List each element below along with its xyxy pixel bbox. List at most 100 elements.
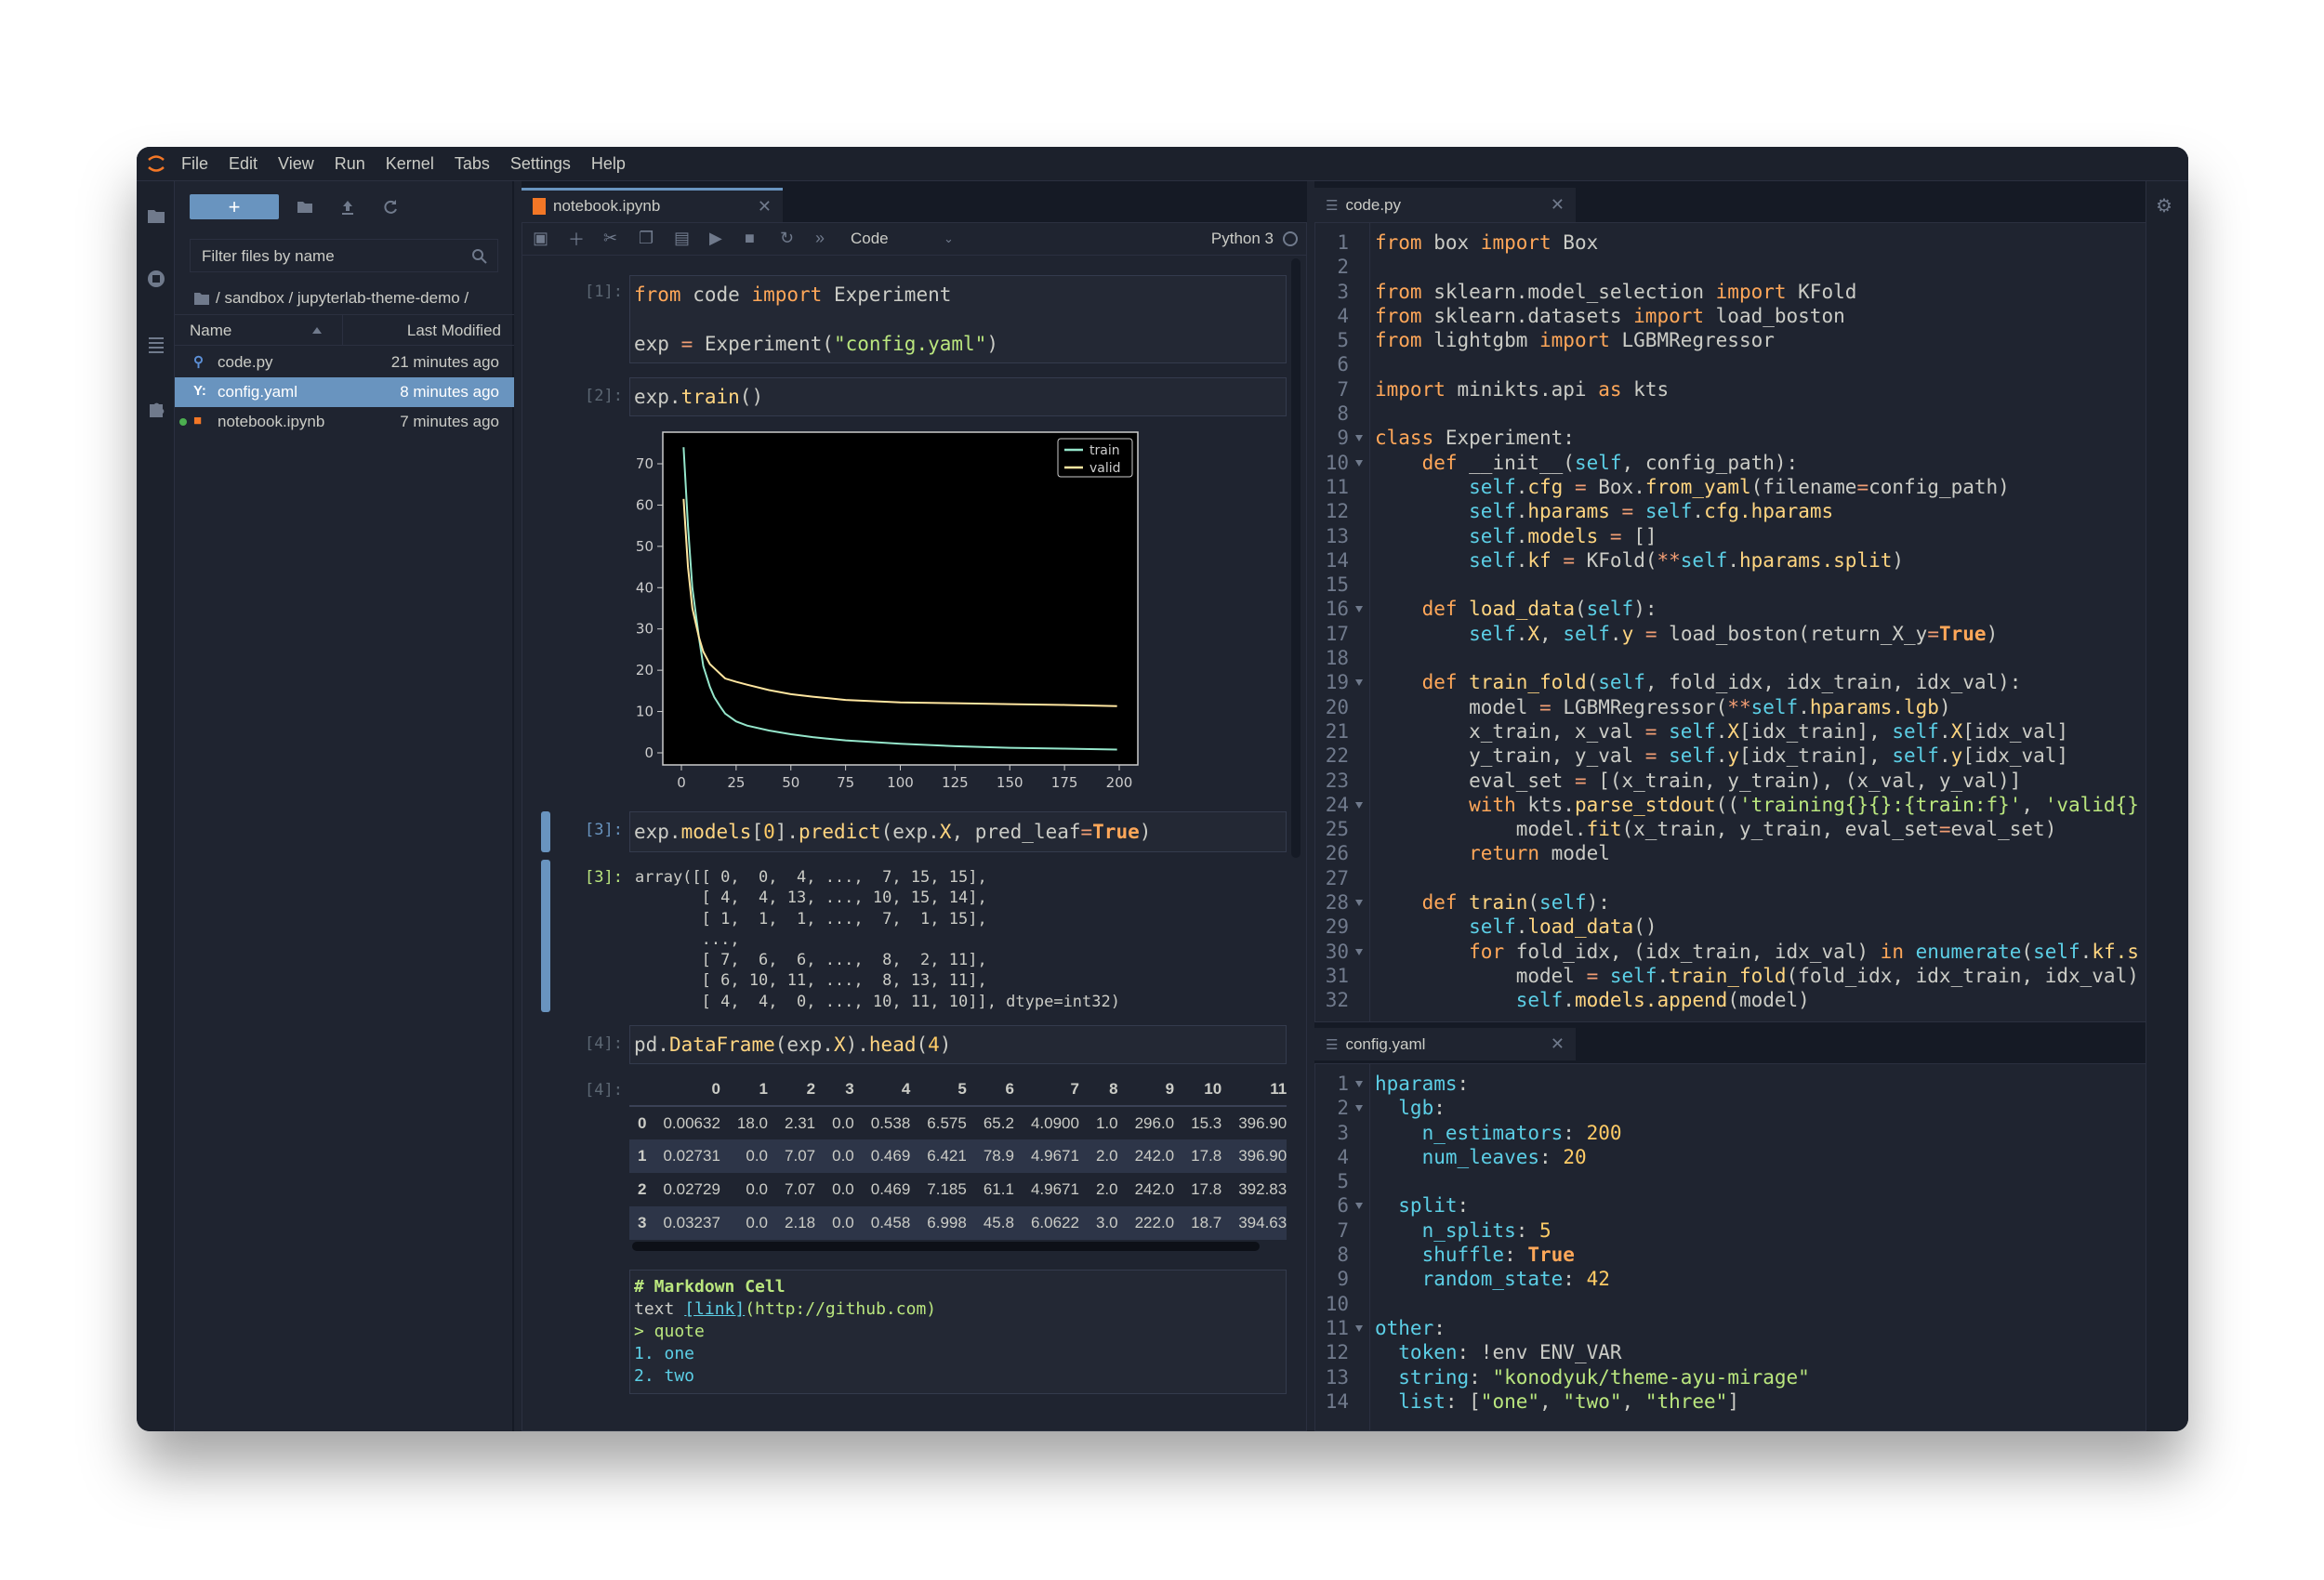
code-token: sklearn.datasets: [1421, 304, 1634, 327]
tab-code-py[interactable]: ☰ code.py ✕: [1314, 188, 1576, 222]
cut-icon[interactable]: ✂: [603, 229, 618, 247]
editor-line: 6 split:: [1317, 1193, 2140, 1218]
code-token: 20: [1563, 1145, 1587, 1168]
code-line: self.kf = KFold(**self.hparams.split): [1375, 548, 1904, 573]
file-modified: 8 minutes ago: [400, 383, 499, 401]
menu-kernel[interactable]: Kernel: [385, 153, 434, 173]
restart-icon[interactable]: ↻: [780, 229, 795, 247]
file-item-config-yaml[interactable]: Y: config.yaml 8 minutes ago: [175, 377, 514, 407]
close-tab-icon[interactable]: ✕: [757, 196, 772, 216]
editor-line: 8 shuffle: True: [1317, 1243, 2140, 1267]
code-token: with: [1469, 793, 1516, 816]
file-list: ⚲ code.py 21 minutes ago Y: config.yaml 8 min…: [175, 348, 514, 437]
code-token: LGBMRegressor(: [1551, 695, 1728, 718]
menu-file[interactable]: File: [181, 153, 209, 173]
code-token: (model): [1727, 989, 1810, 1012]
fold-arrow-icon[interactable]: [1349, 890, 1369, 915]
breadcrumb[interactable]: / sandbox / jupyterlab-theme-demo /: [216, 289, 469, 307]
close-tab-icon[interactable]: ✕: [1550, 1034, 1565, 1053]
fold-arrow-icon[interactable]: [1349, 1072, 1369, 1096]
close-tab-icon[interactable]: ✕: [1550, 195, 1565, 214]
code-token: .: [1563, 989, 1575, 1012]
column-modified-header[interactable]: Last Modified: [406, 322, 501, 339]
extensions-puzzle-icon[interactable]: [146, 399, 166, 419]
fold-gutter: [1349, 1243, 1369, 1267]
insert-cell-icon[interactable]: ＋: [568, 230, 585, 249]
gutter-divider: [1369, 223, 1370, 1023]
fold-arrow-icon[interactable]: [1349, 793, 1369, 817]
run-icon[interactable]: ▶: [709, 229, 722, 247]
code-token: cfg.hparams: [1704, 500, 1834, 523]
cell-type-select[interactable]: Code: [851, 229, 889, 247]
code-token: x_train, x_val: [1375, 719, 1645, 743]
tab-label: code.py: [1345, 195, 1401, 214]
fold-arrow-icon[interactable]: [1349, 940, 1369, 964]
code-token: (: [1574, 598, 1587, 621]
column-name-header[interactable]: Name: [190, 322, 232, 339]
new-launcher-button[interactable]: +: [190, 194, 279, 219]
copy-icon[interactable]: ❐: [639, 229, 654, 247]
file-text-icon: ☰: [1326, 1036, 1339, 1053]
filter-files-input[interactable]: Filter files by name: [190, 239, 498, 272]
tab-config-yaml[interactable]: ☰ config.yaml ✕: [1314, 1028, 1576, 1060]
code-token: KFold(: [1586, 548, 1657, 572]
menu-run[interactable]: Run: [334, 153, 365, 173]
horizontal-scrollbar[interactable]: [632, 1242, 1260, 1251]
code-token: load_boston: [1704, 304, 1845, 327]
menu-help[interactable]: Help: [590, 153, 626, 173]
fold-arrow-icon[interactable]: [1349, 426, 1369, 450]
code-token: y: [1727, 744, 1739, 768]
fold-arrow-icon[interactable]: [1349, 451, 1369, 475]
run-all-icon[interactable]: »: [815, 229, 825, 247]
code-token: fit: [1586, 818, 1622, 841]
code-token: :: [1433, 1097, 1446, 1120]
menu-settings[interactable]: Settings: [509, 153, 571, 173]
editor-line: 8: [1317, 402, 2140, 426]
upload-icon[interactable]: [338, 198, 357, 217]
code-line: return model: [1375, 841, 1610, 865]
editor-line: 5 from lightgbm import LGBMRegressor: [1317, 328, 2140, 352]
notebook-toolbar: ▣ ＋ ✂ ❐ ▤ ▶ ■ ↻ » Code ⌄ Python 3: [522, 222, 1307, 256]
code-token: =: [1856, 475, 1869, 498]
running-sessions-icon[interactable]: [146, 269, 166, 289]
fold-arrow-icon[interactable]: [1349, 670, 1369, 694]
code-token: y_train, y_val: [1375, 744, 1645, 768]
editor-area[interactable]: 1 hparams: 2 lgb: 3 n_estimators: 200 4 num_…: [1314, 1063, 2146, 1431]
fold-gutter: [1349, 524, 1369, 548]
fold-gutter: [1349, 817, 1369, 841]
fold-gutter: [1349, 1365, 1369, 1389]
fold-gutter: [1349, 769, 1369, 793]
code-token: (): [1633, 915, 1657, 939]
code-lines[interactable]: 1 hparams: 2 lgb: 3 n_estimators: 200 4 num_…: [1317, 1072, 2140, 1414]
fold-arrow-icon[interactable]: [1349, 1316, 1369, 1340]
paste-icon[interactable]: ▤: [674, 229, 691, 247]
fold-arrow-icon[interactable]: [1349, 597, 1369, 621]
code-token: True: [1527, 1244, 1575, 1267]
fold-arrow-icon[interactable]: [1349, 1096, 1369, 1120]
kernel-name[interactable]: Python 3: [1210, 229, 1274, 247]
tab-notebook[interactable]: notebook.ipynb ✕: [522, 188, 783, 222]
stop-icon[interactable]: ■: [745, 229, 755, 247]
fold-gutter: [1349, 915, 1369, 939]
editor-area[interactable]: 1 from box import Box 2 3 from sklearn.mode…: [1314, 222, 2146, 1023]
property-inspector-gears-icon[interactable]: ⚙: [2156, 196, 2172, 217]
menu-view[interactable]: View: [278, 153, 314, 173]
line-number: 12: [1325, 1341, 1349, 1364]
code-line: token: !env ENV_VAR: [1375, 1340, 1621, 1364]
code-token: cfg: [1527, 475, 1564, 498]
save-icon[interactable]: ▣: [533, 229, 549, 247]
fold-arrow-icon[interactable]: [1349, 1193, 1369, 1218]
code-token: Experiment:: [1433, 427, 1575, 450]
new-folder-icon[interactable]: [296, 198, 314, 217]
file-item-notebook-ipynb[interactable]: ■ notebook.ipynb 7 minutes ago: [175, 407, 514, 437]
folder-icon[interactable]: [146, 205, 166, 226]
menu-edit[interactable]: Edit: [229, 153, 258, 173]
chevron-down-icon[interactable]: ⌄: [944, 230, 954, 245]
code-lines[interactable]: 1 from box import Box 2 3 from sklearn.mode…: [1317, 230, 2140, 1013]
code-line: n_splits: 5: [1375, 1218, 1552, 1243]
file-item-code-py[interactable]: ⚲ code.py 21 minutes ago: [175, 348, 514, 377]
menu-tabs[interactable]: Tabs: [454, 153, 490, 173]
notebook-scrollbar[interactable]: [1291, 258, 1301, 858]
refresh-icon[interactable]: [381, 198, 400, 217]
table-of-contents-icon[interactable]: [146, 334, 166, 354]
